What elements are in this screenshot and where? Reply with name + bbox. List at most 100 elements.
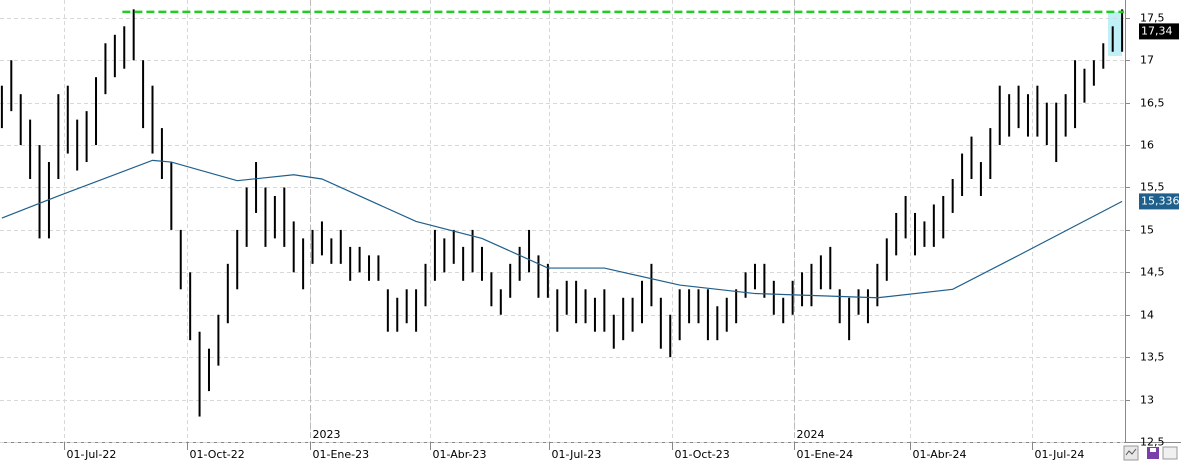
price-bar <box>866 289 869 324</box>
price-bar <box>697 289 700 324</box>
price-bar <box>801 272 804 307</box>
y-tick-label: 13,5 <box>1140 351 1165 364</box>
moving-average-label: 15,336 <box>1141 194 1180 207</box>
price-bar <box>932 204 935 247</box>
x-tick-label: 01-Ene-23 <box>313 448 370 461</box>
price-bar <box>998 85 1001 146</box>
y-tick-label: 13 <box>1140 394 1154 407</box>
moving-average-line <box>1 159 1123 299</box>
price-bar <box>264 187 267 247</box>
price-bar <box>226 263 229 324</box>
price-bar <box>490 272 493 307</box>
price-bar <box>198 331 201 417</box>
grid <box>0 0 1124 443</box>
price-bar <box>292 221 295 273</box>
price-bar <box>386 289 389 332</box>
price-bar <box>76 119 79 171</box>
y-tick-label: 16 <box>1140 139 1154 152</box>
price-bar <box>838 289 841 324</box>
price-bar <box>575 280 578 324</box>
price-bar <box>753 263 756 290</box>
x-tick-label: 01-Jul-24 <box>1035 448 1085 461</box>
price-bar <box>1121 9 1124 52</box>
price-bar <box>170 162 173 230</box>
price-bar <box>810 263 813 307</box>
y-tick-label: 15 <box>1140 224 1154 237</box>
price-bar <box>706 289 709 341</box>
y-tick-label: 15,5 <box>1140 181 1165 194</box>
price-bar <box>443 238 446 273</box>
price-bar <box>1055 102 1058 163</box>
price-bar <box>358 246 361 273</box>
year-label: 2023 <box>313 428 341 441</box>
price-bar <box>509 263 512 298</box>
x-tick-label: 01-Abr-23 <box>433 448 487 461</box>
pin-icon[interactable] <box>1162 446 1178 460</box>
price-bar <box>904 195 907 239</box>
y-tick-label: 14,5 <box>1140 266 1165 279</box>
price-bar <box>829 246 832 290</box>
price-bar <box>207 348 210 392</box>
price-bar <box>66 85 69 154</box>
price-bar <box>255 162 258 213</box>
price-bar <box>179 229 182 290</box>
price-bar <box>744 272 747 298</box>
price-bar <box>782 297 785 324</box>
price-bar <box>377 255 380 281</box>
price-bar <box>1036 85 1039 137</box>
x-tick-label: 01-Abr-24 <box>913 448 967 461</box>
price-bar <box>405 289 408 324</box>
price-bar <box>819 255 822 290</box>
y-tick-label: 17,5 <box>1140 12 1165 25</box>
highlight-box <box>1108 12 1122 56</box>
price-bar <box>622 297 625 341</box>
price-bar <box>1102 43 1105 69</box>
price-bar <box>678 289 681 341</box>
price-bar <box>556 289 559 332</box>
price-bar <box>1045 102 1048 146</box>
price-bar <box>245 187 248 247</box>
price-bar <box>29 119 32 180</box>
price-bar <box>914 212 917 256</box>
x-tick-label: 01-Oct-22 <box>190 448 245 461</box>
price-bar <box>57 94 60 180</box>
price-bar <box>415 289 418 332</box>
price-bar <box>650 263 653 307</box>
moving-average-box <box>1139 193 1179 210</box>
x-tick-label: 01-Oct-23 <box>675 448 730 461</box>
price-bar <box>518 246 521 281</box>
price-bar <box>1026 94 1029 137</box>
price-bar <box>669 314 672 358</box>
price-bar <box>160 128 163 180</box>
price-bar <box>528 229 531 273</box>
price-bar <box>85 111 88 163</box>
price-bar <box>480 246 483 281</box>
price-bar <box>942 195 945 239</box>
price-bar <box>848 297 851 341</box>
price-bar <box>791 280 794 315</box>
price-bar <box>189 272 192 341</box>
toolbar-icons[interactable] <box>1123 445 1178 461</box>
price-bar <box>95 77 98 146</box>
price-bar <box>368 255 371 281</box>
price-bar <box>1064 94 1067 137</box>
price-bar <box>311 229 314 264</box>
price-bar <box>1083 68 1086 103</box>
price-bar <box>641 280 644 324</box>
price-bar <box>951 179 954 213</box>
price-bar <box>349 246 352 281</box>
price-bar <box>546 263 549 298</box>
price-bar <box>961 153 964 196</box>
y-tick-label: 12,5 <box>1140 436 1165 449</box>
price-bar <box>302 238 305 290</box>
price-bar <box>462 246 465 281</box>
price-bar <box>1074 60 1077 129</box>
price-bar <box>330 238 333 264</box>
price-bar <box>716 306 719 341</box>
price-bar <box>151 85 154 154</box>
price-bar <box>763 263 766 298</box>
price-bar <box>989 128 992 180</box>
price-bar <box>38 145 41 239</box>
price-bar <box>217 314 220 366</box>
